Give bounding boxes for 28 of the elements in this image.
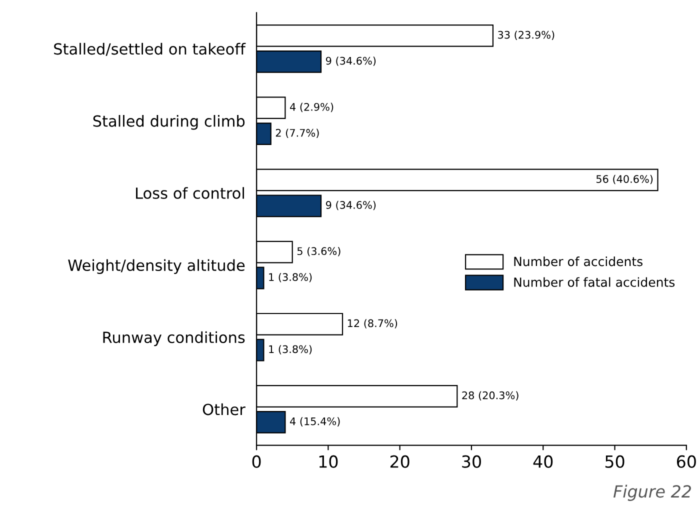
y-tick-label: Runway conditions [103, 331, 245, 346]
x-tick-label: 20 [390, 455, 410, 468]
x-tick-label: 60 [676, 455, 696, 468]
data-label: 2 (7.7%) [276, 128, 319, 138]
x-tick-label: 30 [462, 455, 481, 468]
y-tick-label: Loss of control [136, 187, 244, 199]
data-label: 12 (8.7%) [348, 319, 398, 328]
data-label: 4 (15.4%) [290, 417, 340, 426]
x-tick-label: 50 [605, 455, 624, 468]
legend-label: Number of accidents [514, 256, 642, 266]
y-tick-label: Stalled/settled on takeoff [54, 42, 246, 56]
y-tick-label: Stalled during climb [93, 115, 245, 130]
data-label: 4 (2.9%) [290, 102, 334, 112]
data-label: 1 (3.8%) [269, 272, 312, 282]
x-tick-label: 10 [319, 455, 338, 468]
y-tick-label: Other [202, 403, 246, 416]
caption: Figure 22 [613, 484, 691, 501]
x-tick-label: 40 [533, 455, 553, 468]
data-label: 9 (34.6%) [326, 56, 376, 66]
data-label: 28 (20.3%) [462, 391, 518, 400]
x-tick-label: 0 [252, 455, 261, 468]
data-label: 56 (40.6%) [596, 174, 653, 184]
legend-label: Number of fatal accidents [514, 277, 675, 287]
data-label: 9 (34.6%) [326, 200, 376, 210]
y-tick-label: Weight/density altitude [68, 259, 245, 274]
data-label: 1 (3.8%) [269, 345, 312, 354]
data-label: 5 (3.6%) [297, 247, 340, 256]
data-label: 33 (23.9%) [498, 30, 554, 40]
